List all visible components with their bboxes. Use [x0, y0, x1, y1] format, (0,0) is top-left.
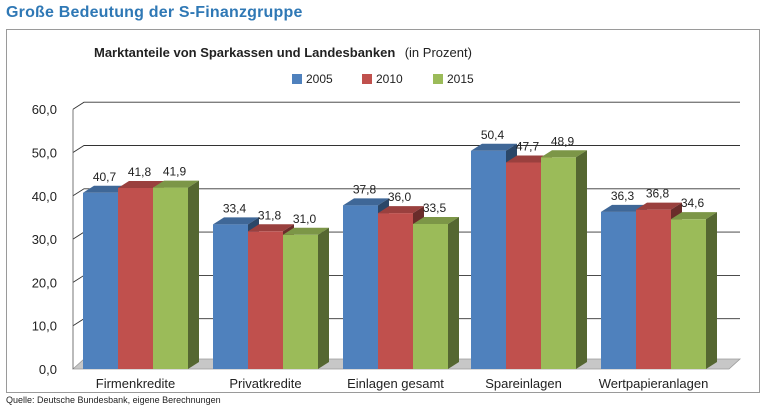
legend-swatch-2005	[292, 74, 302, 84]
bar-top	[153, 180, 199, 188]
gridline	[72, 101, 740, 110]
data-label-2015-2: 33,5	[423, 201, 447, 215]
y-tick-label: 0,0	[39, 362, 57, 377]
page-title: Große Bedeutung der S-Finanzgruppe	[6, 4, 303, 21]
chart-title-text: Marktanteile von Sparkassen und Landesba…	[94, 45, 395, 60]
data-label-2015-1: 31,0	[293, 212, 317, 226]
data-label-2010-2: 36,0	[388, 190, 412, 204]
data-label-2015-4: 34,6	[681, 196, 705, 210]
bar-front	[378, 213, 413, 369]
data-label-2010-1: 31,8	[258, 208, 282, 222]
x-category-label: Privatkredite	[229, 376, 301, 391]
legend-label-2015: 2015	[447, 72, 474, 86]
x-axis: Firmenkredite Privatkredite Einlagen gesam…	[96, 376, 709, 391]
bar-top	[83, 185, 129, 193]
data-label-2010-0: 41,8	[128, 165, 152, 179]
gridline	[72, 145, 740, 153]
legend-swatch-2015	[433, 74, 443, 84]
data-label-2015-3: 48,9	[551, 134, 575, 148]
chart-unit-text: (in Prozent)	[405, 45, 472, 60]
y-tick-label: 30,0	[32, 232, 57, 247]
bar-front	[506, 162, 541, 369]
bar-2015-1	[283, 227, 329, 369]
bar-front	[413, 223, 448, 369]
bar-side	[188, 180, 199, 369]
bar-front	[636, 209, 671, 369]
bar-front	[671, 219, 706, 369]
bar-top	[671, 212, 717, 220]
bar-top	[213, 217, 259, 225]
data-label-2005-3: 50,4	[481, 128, 505, 142]
y-tick-label: 20,0	[32, 275, 57, 290]
bar-top	[506, 155, 552, 163]
chart-title: Marktanteile von Sparkassen und Landesba…	[94, 44, 472, 61]
data-label-2010-3: 47,7	[516, 139, 540, 153]
bar-front	[541, 157, 576, 369]
y-tick-label: 40,0	[32, 189, 57, 204]
bar-top	[601, 204, 647, 212]
bar-side	[706, 212, 717, 369]
bar-top	[471, 143, 517, 151]
bar-top	[413, 216, 459, 224]
chart-bars: 40,7 41,8 41,9 33,4 31,8 31,0 37,8 36,0 33,5 50,4…	[83, 128, 717, 369]
bar-front	[153, 187, 188, 369]
bar-front	[213, 224, 248, 369]
y-tick-label: 50,0	[32, 146, 57, 161]
bar-2015-0	[153, 180, 199, 369]
bar-top	[541, 150, 587, 158]
data-label-2015-0: 41,9	[163, 165, 187, 179]
bar-2015-3	[541, 150, 587, 369]
bar-side	[576, 150, 587, 369]
y-axis: 0,0 10,0 20,0 30,0 40,0 50,0 60,0	[32, 102, 57, 377]
y-tick-label: 10,0	[32, 319, 57, 334]
legend-swatch-2010	[362, 74, 372, 84]
bar-chart: Marktanteile von Sparkassen und Landesba…	[32, 44, 742, 391]
legend-label-2010: 2010	[376, 72, 403, 86]
data-label-2005-4: 36,3	[611, 189, 635, 203]
data-label-2005-0: 40,7	[93, 170, 117, 184]
y-tick-label: 60,0	[32, 102, 57, 117]
bar-top	[343, 198, 389, 206]
chart-legend: 2005 2010 2015	[292, 72, 474, 86]
source-note: Quelle: Deutsche Bundesbank, eigene Bere…	[6, 395, 221, 405]
bar-front	[248, 231, 283, 369]
x-category-label: Spareinlagen	[485, 376, 562, 391]
data-label-2010-4: 36,8	[646, 187, 670, 201]
chart-frame: Marktanteile von Sparkassen und Landesba…	[6, 29, 760, 393]
bar-front	[343, 205, 378, 369]
bar-top	[636, 202, 682, 210]
data-label-2005-1: 33,4	[223, 201, 247, 215]
bar-top	[248, 224, 294, 232]
bar-front	[83, 192, 118, 369]
x-category-label: Firmenkredite	[96, 376, 175, 391]
bar-2015-4	[671, 212, 717, 369]
bar-2015-2	[413, 216, 459, 369]
bar-front	[283, 234, 318, 369]
data-label-2005-2: 37,8	[353, 182, 377, 196]
bar-front	[601, 211, 636, 369]
bar-front	[471, 150, 506, 369]
bar-top	[118, 181, 164, 189]
bar-side	[448, 216, 459, 369]
bar-side	[318, 227, 329, 369]
bar-top	[283, 227, 329, 235]
legend-label-2005: 2005	[306, 72, 333, 86]
x-category-label: Wertpapieranlagen	[599, 376, 709, 391]
bar-top	[378, 206, 424, 214]
bar-front	[118, 188, 153, 369]
x-category-label: Einlagen gesamt	[347, 376, 444, 391]
